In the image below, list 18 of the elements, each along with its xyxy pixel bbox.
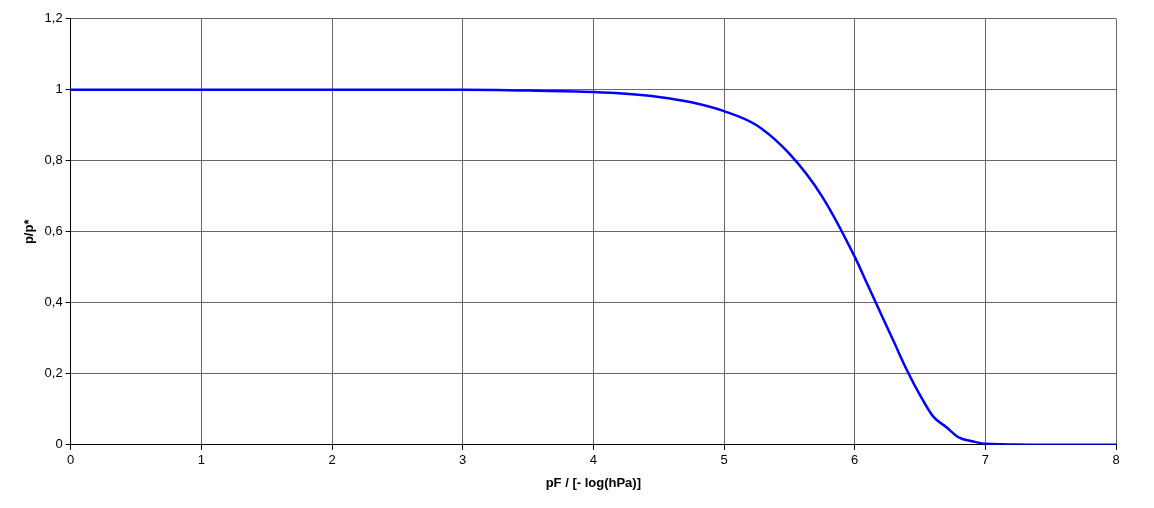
x-tick-label: 4 bbox=[589, 452, 597, 468]
x-tick-label: 0 bbox=[67, 452, 75, 468]
x-tick-label: 3 bbox=[459, 452, 467, 468]
y-tick-label: 0,8 bbox=[44, 152, 63, 168]
x-tick-label: 2 bbox=[328, 452, 336, 468]
y-tick-label: 0,2 bbox=[44, 365, 63, 381]
y-axis-title: p/p* bbox=[21, 218, 37, 245]
y-tick-label: 1,2 bbox=[44, 10, 63, 26]
x-tick-label: 7 bbox=[981, 452, 989, 468]
y-tick-label: 0,6 bbox=[44, 223, 63, 239]
x-tick-label: 6 bbox=[851, 452, 859, 468]
y-tick-label: 1 bbox=[55, 81, 63, 97]
y-tick-label: 0,4 bbox=[44, 294, 63, 310]
x-tick-label: 5 bbox=[720, 452, 728, 468]
y-tick-label: 0 bbox=[55, 436, 63, 452]
x-tick-label: 8 bbox=[1112, 452, 1120, 468]
x-tick-label: 1 bbox=[197, 452, 205, 468]
x-axis-title: pF / [- log(hPa)] bbox=[545, 474, 641, 490]
